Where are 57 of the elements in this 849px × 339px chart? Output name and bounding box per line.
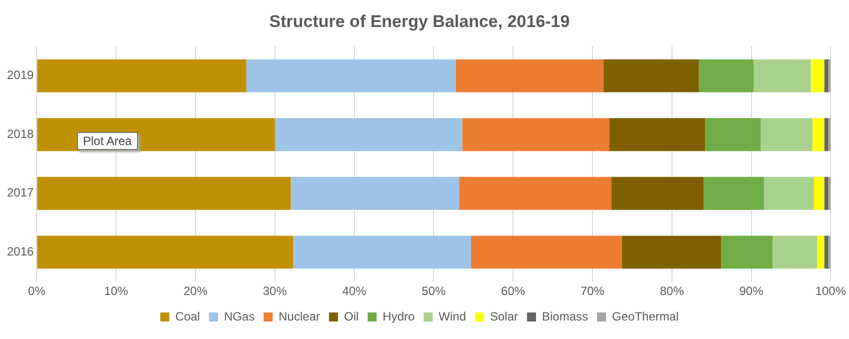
bar bbox=[622, 236, 722, 269]
bar bbox=[764, 176, 814, 210]
bar bbox=[609, 118, 706, 152]
legend-label: Wind bbox=[438, 309, 466, 324]
bar bbox=[754, 59, 811, 92]
y-tick-label: 2018 bbox=[6, 126, 34, 141]
chart-title: Structure of Energy Balance, 2016-19 bbox=[269, 12, 570, 31]
bar bbox=[817, 236, 824, 269]
x-tick-label: 50% bbox=[422, 284, 446, 298]
x-tick-label: 90% bbox=[739, 284, 764, 298]
x-tick-label: 10% bbox=[104, 284, 128, 298]
bar bbox=[37, 236, 294, 269]
bar bbox=[824, 236, 828, 269]
bar bbox=[721, 236, 773, 269]
bar bbox=[698, 59, 754, 92]
bar bbox=[37, 176, 291, 210]
y-tick-label: 2016 bbox=[6, 244, 34, 259]
bar bbox=[704, 176, 764, 210]
bar bbox=[824, 176, 828, 210]
legend-label: GeoThermal bbox=[612, 309, 679, 324]
bar bbox=[274, 118, 462, 152]
bar bbox=[456, 59, 604, 92]
x-tick-label: 70% bbox=[580, 284, 605, 298]
bar bbox=[459, 176, 612, 210]
bar bbox=[462, 118, 610, 152]
bar bbox=[290, 176, 460, 210]
legend-label: Coal bbox=[175, 309, 200, 324]
legend-label: Oil bbox=[344, 309, 359, 324]
legend-label: Solar bbox=[490, 309, 518, 324]
y-tick-label: 2019 bbox=[6, 68, 34, 82]
x-tick-label: 40% bbox=[342, 284, 367, 298]
bar bbox=[814, 176, 824, 210]
bar bbox=[705, 118, 761, 152]
x-tick-label: 80% bbox=[660, 284, 684, 298]
bar bbox=[612, 176, 704, 210]
bar bbox=[37, 59, 246, 92]
x-tick-label: 0% bbox=[28, 284, 46, 298]
x-tick-label: 100% bbox=[815, 284, 846, 298]
y-tick-label: 2017 bbox=[6, 186, 34, 200]
legend-label: Nuclear bbox=[278, 309, 320, 324]
bar bbox=[772, 236, 818, 269]
bar bbox=[824, 118, 828, 152]
annotation: Plot Area bbox=[77, 132, 138, 150]
legend-label: Biomass bbox=[542, 309, 588, 324]
bar bbox=[812, 118, 824, 152]
x-tick-label: 30% bbox=[262, 284, 288, 298]
bar bbox=[760, 118, 812, 152]
bar bbox=[824, 59, 828, 92]
bar bbox=[293, 236, 471, 269]
legend-label: NGas bbox=[224, 309, 255, 324]
bar bbox=[470, 236, 622, 269]
legend-label: Hydro bbox=[382, 309, 415, 324]
x-tick-label: 20% bbox=[183, 284, 208, 298]
bar bbox=[246, 59, 456, 92]
x-tick-label: 60% bbox=[501, 284, 526, 298]
bar bbox=[810, 59, 824, 92]
bar bbox=[604, 59, 699, 92]
